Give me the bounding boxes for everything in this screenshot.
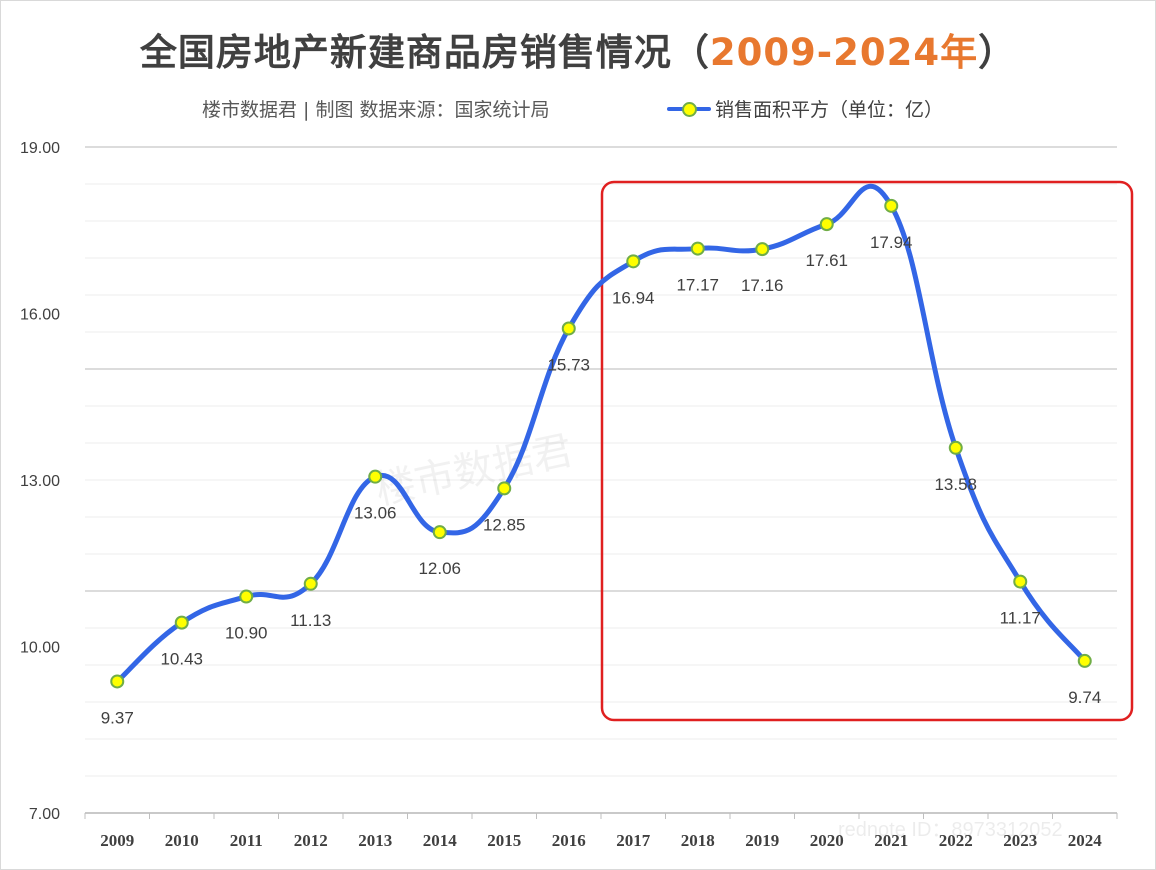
chart-subtitle: 楼市数据君 | 制图 数据来源：国家统计局 xyxy=(202,99,550,121)
data-label: 12.85 xyxy=(483,515,526,534)
series-line xyxy=(114,183,1088,684)
data-label: 10.90 xyxy=(225,624,268,643)
data-label: 9.37 xyxy=(101,708,134,727)
x-tick-label: 2010 xyxy=(165,831,199,850)
x-tick-label: 2022 xyxy=(939,831,973,850)
x-tick-label: 2024 xyxy=(1068,831,1103,850)
data-point-marker xyxy=(432,525,447,540)
legend: 销售面积平方（单位：亿） xyxy=(667,95,943,122)
x-tick-label: 2020 xyxy=(810,831,844,850)
y-tick-label: 19.00 xyxy=(20,140,60,157)
data-label: 13.58 xyxy=(934,475,977,494)
data-label: 17.61 xyxy=(805,251,848,270)
x-tick-label: 2019 xyxy=(745,831,779,850)
y-tick-label: 13.00 xyxy=(20,473,60,490)
watermark-id: rednote ID：8973312052 xyxy=(838,819,1063,841)
data-label: 10.43 xyxy=(160,650,203,669)
data-label: 11.17 xyxy=(1000,609,1041,628)
legend-label: 销售面积平方（单位：亿） xyxy=(715,99,944,121)
x-tick-label: 2014 xyxy=(423,831,458,850)
data-label: 16.94 xyxy=(612,288,655,307)
x-tick-label: 2023 xyxy=(1003,831,1037,850)
x-tick-label: 2021 xyxy=(874,831,908,850)
highlight-box xyxy=(600,180,1134,722)
data-point-marker xyxy=(1077,653,1092,668)
x-tick-label: 2011 xyxy=(230,831,263,850)
legend-line-marker-icon xyxy=(667,98,711,120)
axes: 7.00 10.00 13.00 16.00 19.00 2009 2010 2011 2012… xyxy=(20,140,1118,850)
x-tick-label: 2018 xyxy=(681,831,715,850)
data-point-marker xyxy=(819,217,834,232)
markers xyxy=(110,198,1092,689)
x-tick-label: 2017 xyxy=(616,831,651,850)
data-point-marker xyxy=(368,469,383,484)
data-label: 17.16 xyxy=(741,276,784,295)
data-point-marker xyxy=(884,198,899,213)
data-point-marker xyxy=(561,321,576,336)
watermark: 楼市数据君 xyxy=(371,427,576,514)
title-years: 2009-2024年 xyxy=(709,31,979,74)
data-point-marker xyxy=(239,589,254,604)
chart-title: 全国房地产新建商品房销售情况（2009-2024年） xyxy=(0,22,1156,76)
data-point-marker xyxy=(303,576,318,591)
title-main: 全国房地产新建商品房销售情况（ xyxy=(139,31,710,74)
data-point-marker xyxy=(948,440,963,455)
data-point-marker xyxy=(110,674,125,689)
x-tick-label: 2013 xyxy=(358,831,392,850)
x-tick-label: 2009 xyxy=(100,831,134,850)
data-label: 17.94 xyxy=(870,233,913,252)
data-point-marker xyxy=(626,254,641,269)
y-tick-label: 16.00 xyxy=(20,307,60,324)
data-point-marker xyxy=(1013,574,1028,589)
data-point-marker xyxy=(755,242,770,257)
data-point-marker xyxy=(497,481,512,496)
data-label: 9.74 xyxy=(1068,688,1101,707)
title-close: ） xyxy=(978,31,1017,74)
data-label: 17.17 xyxy=(676,276,719,295)
data-point-marker xyxy=(174,615,189,630)
data-label: 13.06 xyxy=(354,504,397,523)
data-labels: 9.37 10.43 10.90 11.13 13.06 12.06 12.85 15.73 1… xyxy=(101,233,1102,728)
x-tick-label: 2012 xyxy=(294,831,328,850)
y-tick-label: 7.00 xyxy=(29,806,60,823)
x-tick-label: 2015 xyxy=(487,831,521,850)
data-label: 15.73 xyxy=(547,355,590,374)
y-tick-label: 10.00 xyxy=(20,640,60,657)
x-tick-label: 2016 xyxy=(552,831,586,850)
data-label: 12.06 xyxy=(418,559,461,578)
data-point-marker xyxy=(690,241,705,256)
data-label: 11.13 xyxy=(290,611,331,630)
